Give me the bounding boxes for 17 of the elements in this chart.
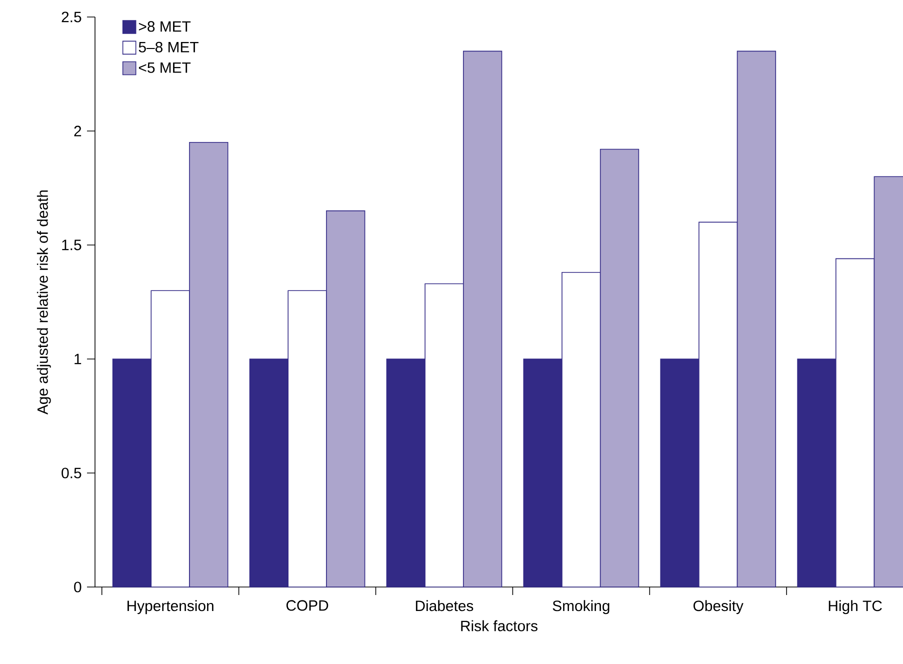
y-tick-label: 2 bbox=[74, 126, 82, 136]
y-tick-label: 0.5 bbox=[62, 468, 82, 478]
y-tick-label: 0 bbox=[74, 582, 82, 592]
x-axis-title: Risk factors bbox=[461, 620, 538, 632]
x-tick-label: COPD bbox=[286, 600, 328, 611]
x-tick-label: High TC bbox=[828, 600, 882, 614]
x-tick-label: Diabetes bbox=[416, 600, 474, 612]
legend-label: <5 MET bbox=[138, 62, 191, 73]
x-tick-label: Hypertension bbox=[128, 600, 214, 614]
x-tick-label: Smoking bbox=[552, 600, 610, 614]
legend-label: >8 MET bbox=[138, 21, 191, 32]
x-tick-label: Obesity bbox=[693, 600, 744, 614]
y-tick-label: 1.5 bbox=[62, 240, 82, 250]
y-tick-label: 1 bbox=[74, 354, 82, 364]
legend-label: 5–8 MET bbox=[138, 42, 198, 52]
y-axis-title: Age adjusted relative risk of death bbox=[36, 190, 51, 415]
y-tick-label: 2.5 bbox=[62, 12, 82, 22]
